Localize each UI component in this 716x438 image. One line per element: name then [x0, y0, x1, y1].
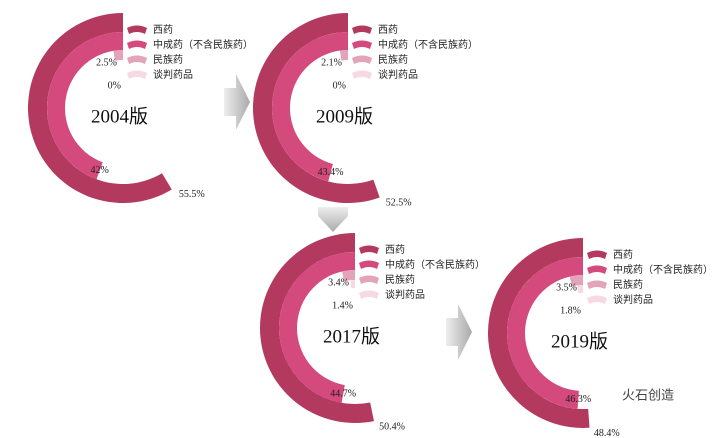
legend-icon: [352, 40, 372, 49]
arc-bar: [342, 270, 355, 282]
arc-bar: [577, 285, 583, 294]
arc-bar: [279, 252, 355, 403]
chart-title: 2004版: [91, 105, 148, 127]
legend-label: 中成药（不含民族药）: [153, 38, 253, 51]
charts: 55.5% 西药 42% 中成药（不含民族药） 2.5% 民族药 0% 谈判药品 2004版 52…: [28, 13, 713, 438]
value-label: 1.8%: [560, 305, 581, 316]
legend-label: 中成药（不含民族药）: [613, 263, 713, 276]
value-label: 44.7%: [330, 388, 356, 399]
legend-label: 西药: [613, 249, 633, 261]
legend-label: 中成药（不含民族药）: [378, 38, 478, 51]
legend-icon: [587, 250, 607, 259]
legend-icon: [127, 25, 147, 34]
chart-title: 2017版: [323, 325, 380, 347]
legend-icon: [127, 40, 147, 49]
arc-bar: [488, 238, 590, 428]
legend-label: 谈判药品: [385, 288, 425, 301]
value-label: 42%: [90, 165, 108, 176]
arc-bar: [28, 13, 172, 204]
legend-label: 谈判药品: [613, 293, 653, 306]
legend-icon: [587, 265, 607, 274]
legend-icon: [359, 260, 379, 269]
legend-label: 民族药: [385, 273, 415, 286]
arc-bar: [507, 257, 583, 409]
arc-bar: [260, 233, 374, 423]
chart-title: 2009版: [316, 105, 373, 127]
value-label: 55.5%: [179, 189, 205, 200]
legend-icon: [359, 290, 379, 299]
value-label: 3.4%: [328, 277, 349, 288]
legend-label: 民族药: [613, 278, 643, 291]
value-label: 0%: [108, 80, 121, 91]
arc-bar: [113, 50, 123, 61]
legend-icon: [127, 55, 147, 64]
legend-icon: [352, 55, 372, 64]
value-label: 0%: [333, 80, 346, 91]
value-label: 2.5%: [96, 57, 117, 68]
legend-icon: [587, 295, 607, 304]
legend-icon: [352, 25, 372, 34]
legend-label: 西药: [385, 244, 405, 256]
legend-icon: [587, 280, 607, 289]
legend-label: 民族药: [378, 53, 408, 66]
legend-label: 谈判药品: [378, 68, 418, 81]
value-label: 1.4%: [332, 300, 353, 311]
watermark: 火石创造: [622, 389, 674, 404]
legend-icon: [359, 275, 379, 284]
arrow: [224, 74, 250, 130]
legend-icon: [127, 70, 147, 79]
legend-icon: [359, 245, 379, 254]
legend-label: 民族药: [153, 53, 183, 66]
arrow: [318, 207, 348, 232]
arc-bar: [272, 32, 348, 182]
legend-label: 西药: [153, 24, 173, 36]
value-label: 48.4%: [594, 428, 620, 438]
value-label: 46.3%: [565, 394, 591, 405]
chart-title: 2019版: [551, 330, 608, 352]
value-label: 43.4%: [318, 167, 344, 178]
arc-bar: [569, 275, 583, 287]
arc-bar: [253, 13, 380, 203]
legend-label: 中成药（不含民族药）: [385, 258, 485, 271]
value-label: 2.1%: [321, 57, 342, 68]
arc-bar: [47, 32, 123, 180]
arc-bar: [339, 50, 348, 61]
arrow: [446, 304, 472, 360]
value-label: 52.5%: [386, 198, 412, 209]
value-label: 50.4%: [379, 421, 405, 432]
value-label: 3.5%: [556, 282, 577, 293]
legend-icon: [352, 70, 372, 79]
legend-label: 谈判药品: [153, 68, 193, 81]
arc-bar: [350, 280, 355, 289]
legend-label: 西药: [378, 24, 398, 36]
